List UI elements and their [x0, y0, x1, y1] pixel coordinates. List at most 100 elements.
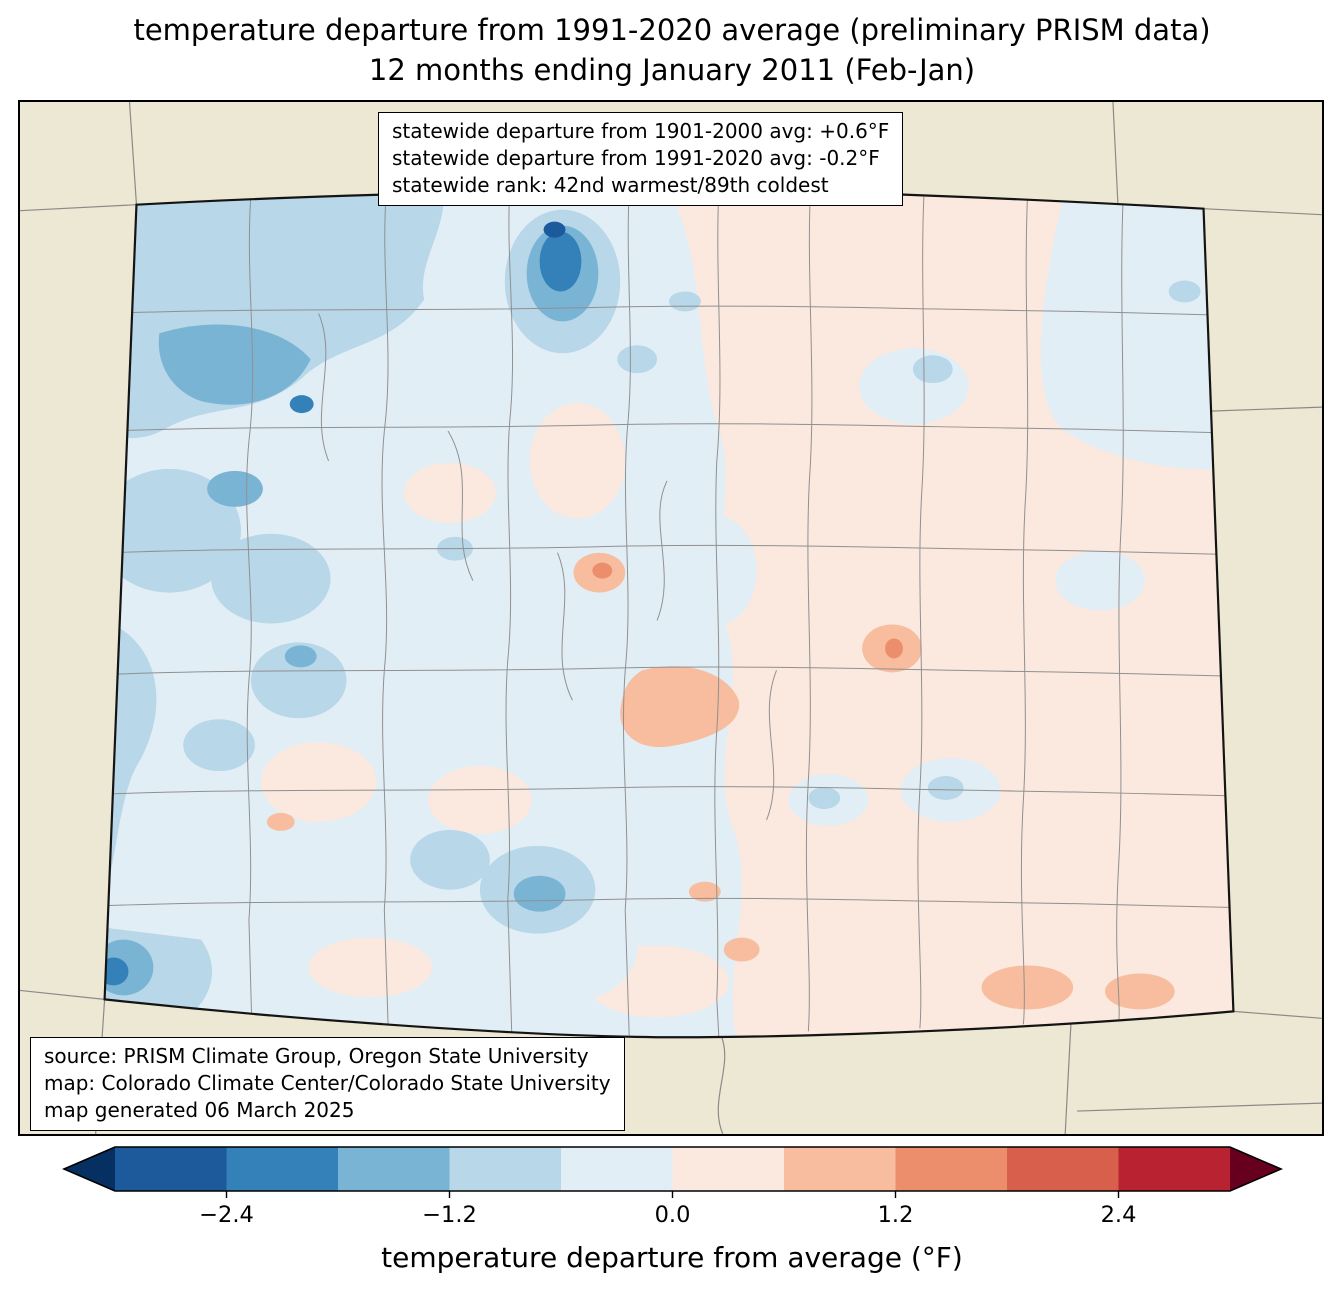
county-border-line: [623, 189, 631, 1036]
colder-blob: [539, 231, 582, 292]
warm-blob: [428, 766, 532, 834]
cool-blob: [104, 468, 241, 593]
warmer-blob: [981, 965, 1074, 1010]
cool-blob: [617, 345, 658, 374]
credits-line-generated: map generated 06 March 2025: [44, 1097, 355, 1122]
state-border-line: [20, 204, 137, 212]
colorbar-segment: [226, 1147, 338, 1191]
colorbar-over-arrow: [1230, 1147, 1281, 1191]
cold-blob: [284, 645, 317, 668]
cold-blob: [513, 875, 566, 912]
stats-line-1901-2000: statewide departure from 1901-2000 avg: …: [392, 119, 890, 143]
credits-line-source: source: PRISM Climate Group, Oregon Stat…: [44, 1044, 589, 1068]
colorbar-tick-label: 2.4: [1100, 1202, 1137, 1228]
cool-blob: [1055, 550, 1145, 611]
cold-blob: [207, 470, 263, 507]
county-border-line: [656, 480, 668, 621]
warmest-blob: [592, 562, 613, 579]
county-border-line: [105, 897, 1234, 909]
warm-blob: [260, 742, 377, 822]
anomaly-field: [104, 189, 1234, 1038]
colorbar-segment: [115, 1147, 227, 1191]
colorbar-axis-label: temperature departure from average (°F): [381, 1241, 963, 1274]
colorbar-tick-label: −2.4: [199, 1202, 254, 1228]
stats-box: statewide departure from 1901-2000 avg: …: [378, 112, 904, 207]
warmest-blob: [885, 638, 903, 659]
anomaly-patches-warmer: [592, 562, 903, 659]
warmer-blob: [688, 881, 721, 902]
state-border-line: [1077, 1102, 1322, 1112]
county-border-line: [318, 313, 330, 462]
colorbar-segment: [784, 1147, 896, 1191]
county-border-line: [805, 192, 813, 1032]
state-border-line: [20, 989, 105, 1000]
state-border-line: [128, 102, 138, 205]
county-border-line: [557, 552, 573, 701]
figure-title-line1: temperature departure from 1991-2020 ave…: [133, 13, 1211, 47]
anomaly-patches-coldest: [543, 221, 566, 238]
map-panel: statewide departure from 1901-2000 avg: …: [18, 100, 1324, 1136]
colorbar-segment: [449, 1147, 561, 1191]
county-border-line: [766, 670, 777, 821]
coldest-blob: [543, 221, 566, 238]
cool-blob: [859, 348, 969, 425]
credits-line-map: map: Colorado Climate Center/Colorado St…: [44, 1070, 611, 1095]
warm-blob: [308, 937, 433, 998]
colorbar-tick-label: 0.0: [654, 1202, 691, 1228]
cool-blob: [183, 719, 255, 772]
figure-title-line2: 12 months ending January 2011 (Feb-Jan): [368, 53, 976, 87]
warmer-blob: [1105, 973, 1175, 1010]
cool-blob: [927, 776, 964, 800]
county-border-line: [111, 544, 1234, 556]
cool-blob: [808, 787, 841, 809]
cool-blob: [250, 642, 347, 719]
river-line: [717, 1037, 726, 1134]
colorbar-tick-label: −1.2: [422, 1202, 477, 1228]
state-border-line: [1233, 1010, 1322, 1019]
county-border-line: [109, 423, 1233, 434]
warmer-blob: [266, 812, 295, 831]
county-border-line: [917, 196, 925, 1029]
colorbar-segment: [561, 1147, 673, 1191]
colorado-anomaly-map: [20, 102, 1322, 1134]
colder-blob: [289, 395, 314, 414]
county-border-line: [1020, 199, 1029, 1025]
state-border-line: [1203, 208, 1322, 216]
warmer-blob: [620, 666, 740, 748]
county-border-line: [447, 430, 474, 581]
colorbar-under-arrow: [64, 1147, 115, 1191]
colorbar-segment: [1007, 1147, 1119, 1191]
county-border-line: [381, 191, 389, 1032]
county-border-line: [107, 305, 1230, 316]
colorbar: [62, 1146, 1284, 1198]
cold-blob: [158, 324, 311, 405]
county-border-line: [1116, 203, 1124, 1020]
anomaly-patches-warm: [266, 552, 1175, 1010]
county-borders: [105, 189, 1234, 1037]
colorbar-tick-label: 1.2: [877, 1202, 914, 1228]
cool-blob: [669, 291, 701, 312]
warm-blob: [529, 403, 626, 519]
colorbar-tick-marks: [225, 1191, 1120, 1198]
colorbar-segment: [1118, 1147, 1230, 1191]
warmer-blob: [723, 937, 760, 962]
credits-box: source: PRISM Climate Group, Oregon Stat…: [30, 1037, 625, 1132]
stats-line-1991-2020: statewide departure from 1991-2020 avg: …: [392, 145, 880, 170]
county-border-line: [246, 193, 254, 1030]
state-border-line: [1210, 406, 1322, 412]
county-border-line: [107, 786, 1234, 797]
county-border-line: [714, 190, 721, 1037]
colorbar-segment: [672, 1147, 784, 1191]
colorbar-segment: [895, 1147, 1007, 1191]
county-border-line: [109, 666, 1234, 677]
cool-blob: [1168, 280, 1201, 303]
state-border-line: [1112, 102, 1119, 205]
state-border-line: [1064, 1019, 1072, 1134]
colorbar-segment: [338, 1147, 450, 1191]
stats-line-rank: statewide rank: 42nd warmest/89th coldes…: [392, 172, 829, 197]
colorbar-outline: [62, 1146, 1284, 1192]
cool-blob: [410, 829, 490, 890]
warm-blob: [404, 462, 496, 523]
cool-blob: [912, 355, 953, 384]
